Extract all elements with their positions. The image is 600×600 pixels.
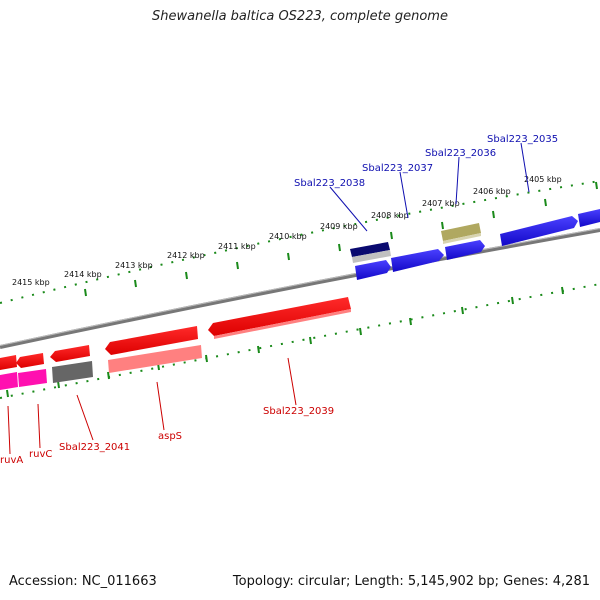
label-sbal223-2038: Sbal223_2038: [294, 178, 365, 189]
forward-strand-genes: [350, 209, 600, 280]
inner-tick-arc: [0, 283, 600, 399]
gene-sbal223-2039[interactable]: [208, 297, 351, 336]
label-asps: aspS: [158, 431, 182, 442]
gene-olive-shadow: [443, 233, 481, 244]
tick-label: 2407 kbp: [422, 199, 460, 208]
outer-major-ticks: [84, 181, 598, 297]
label-sbal223-2035: Sbal223_2035: [487, 134, 558, 145]
gene-sbal223-2037[interactable]: [391, 249, 444, 272]
tick-label: 2415 kbp: [12, 278, 50, 287]
red-leader-lines: [7, 357, 297, 455]
gene-blue-right-edge[interactable]: [578, 209, 600, 227]
genome-backbone: [0, 228, 600, 349]
label-ruvc: ruvC: [29, 449, 52, 460]
gene-ruva[interactable]: [0, 355, 17, 370]
map-title: Shewanella baltica OS223, complete genom…: [152, 9, 448, 24]
tick-label: 2408 kbp: [371, 211, 409, 220]
gene-sbal223-2041-grey[interactable]: [52, 361, 93, 383]
inner-major-ticks: [6, 286, 564, 398]
gene-ruvc[interactable]: [16, 353, 44, 368]
gene-ruva-magenta[interactable]: [0, 372, 18, 390]
gene-sbal223-2038[interactable]: [355, 260, 391, 280]
gene-sbal223-2041[interactable]: [50, 345, 90, 362]
gene-labels: Sbal223_2035 Sbal223_2036 Sbal223_2037 S…: [0, 134, 558, 466]
tick-label: 2413 kbp: [115, 261, 153, 270]
blue-leader-lines: [329, 142, 530, 232]
label-sbal223-2039: Sbal223_2039: [263, 406, 334, 417]
tick-label: 2409 kbp: [320, 222, 358, 231]
label-sbal223-2041: Sbal223_2041: [59, 442, 130, 453]
label-sbal223-2036: Sbal223_2036: [425, 148, 496, 159]
tick-labels: 2405 kbp 2406 kbp 2407 kbp 2408 kbp 2409…: [12, 175, 562, 287]
tick-label: 2411 kbp: [218, 242, 256, 251]
accession-text: Accession: NC_011663: [9, 574, 157, 589]
gene-asps[interactable]: [105, 326, 198, 355]
gene-asps-pink[interactable]: [108, 345, 202, 373]
tick-label: 2410 kbp: [269, 232, 307, 241]
tick-label: 2406 kbp: [473, 187, 511, 196]
reverse-strand-genes: [0, 297, 351, 390]
tick-label: 2405 kbp: [524, 175, 562, 184]
topology-text: Topology: circular; Length: 5,145,902 bp…: [232, 574, 590, 589]
gene-olive[interactable]: [441, 223, 481, 241]
gene-sbal223-2035[interactable]: [500, 216, 578, 246]
tick-label: 2412 kbp: [167, 251, 205, 260]
label-sbal223-2037: Sbal223_2037: [362, 163, 433, 174]
genome-backbone-highlight: [0, 228, 600, 346]
gene-ruvc-magenta[interactable]: [18, 369, 47, 387]
gene-sbal223-2036[interactable]: [445, 240, 485, 260]
gene-navy[interactable]: [350, 242, 390, 257]
label-ruva: ruvA: [0, 455, 23, 466]
gene-silver[interactable]: [352, 250, 391, 263]
tick-label: 2414 kbp: [64, 270, 102, 279]
gene-sbal223-2039-shadow: [214, 309, 351, 339]
